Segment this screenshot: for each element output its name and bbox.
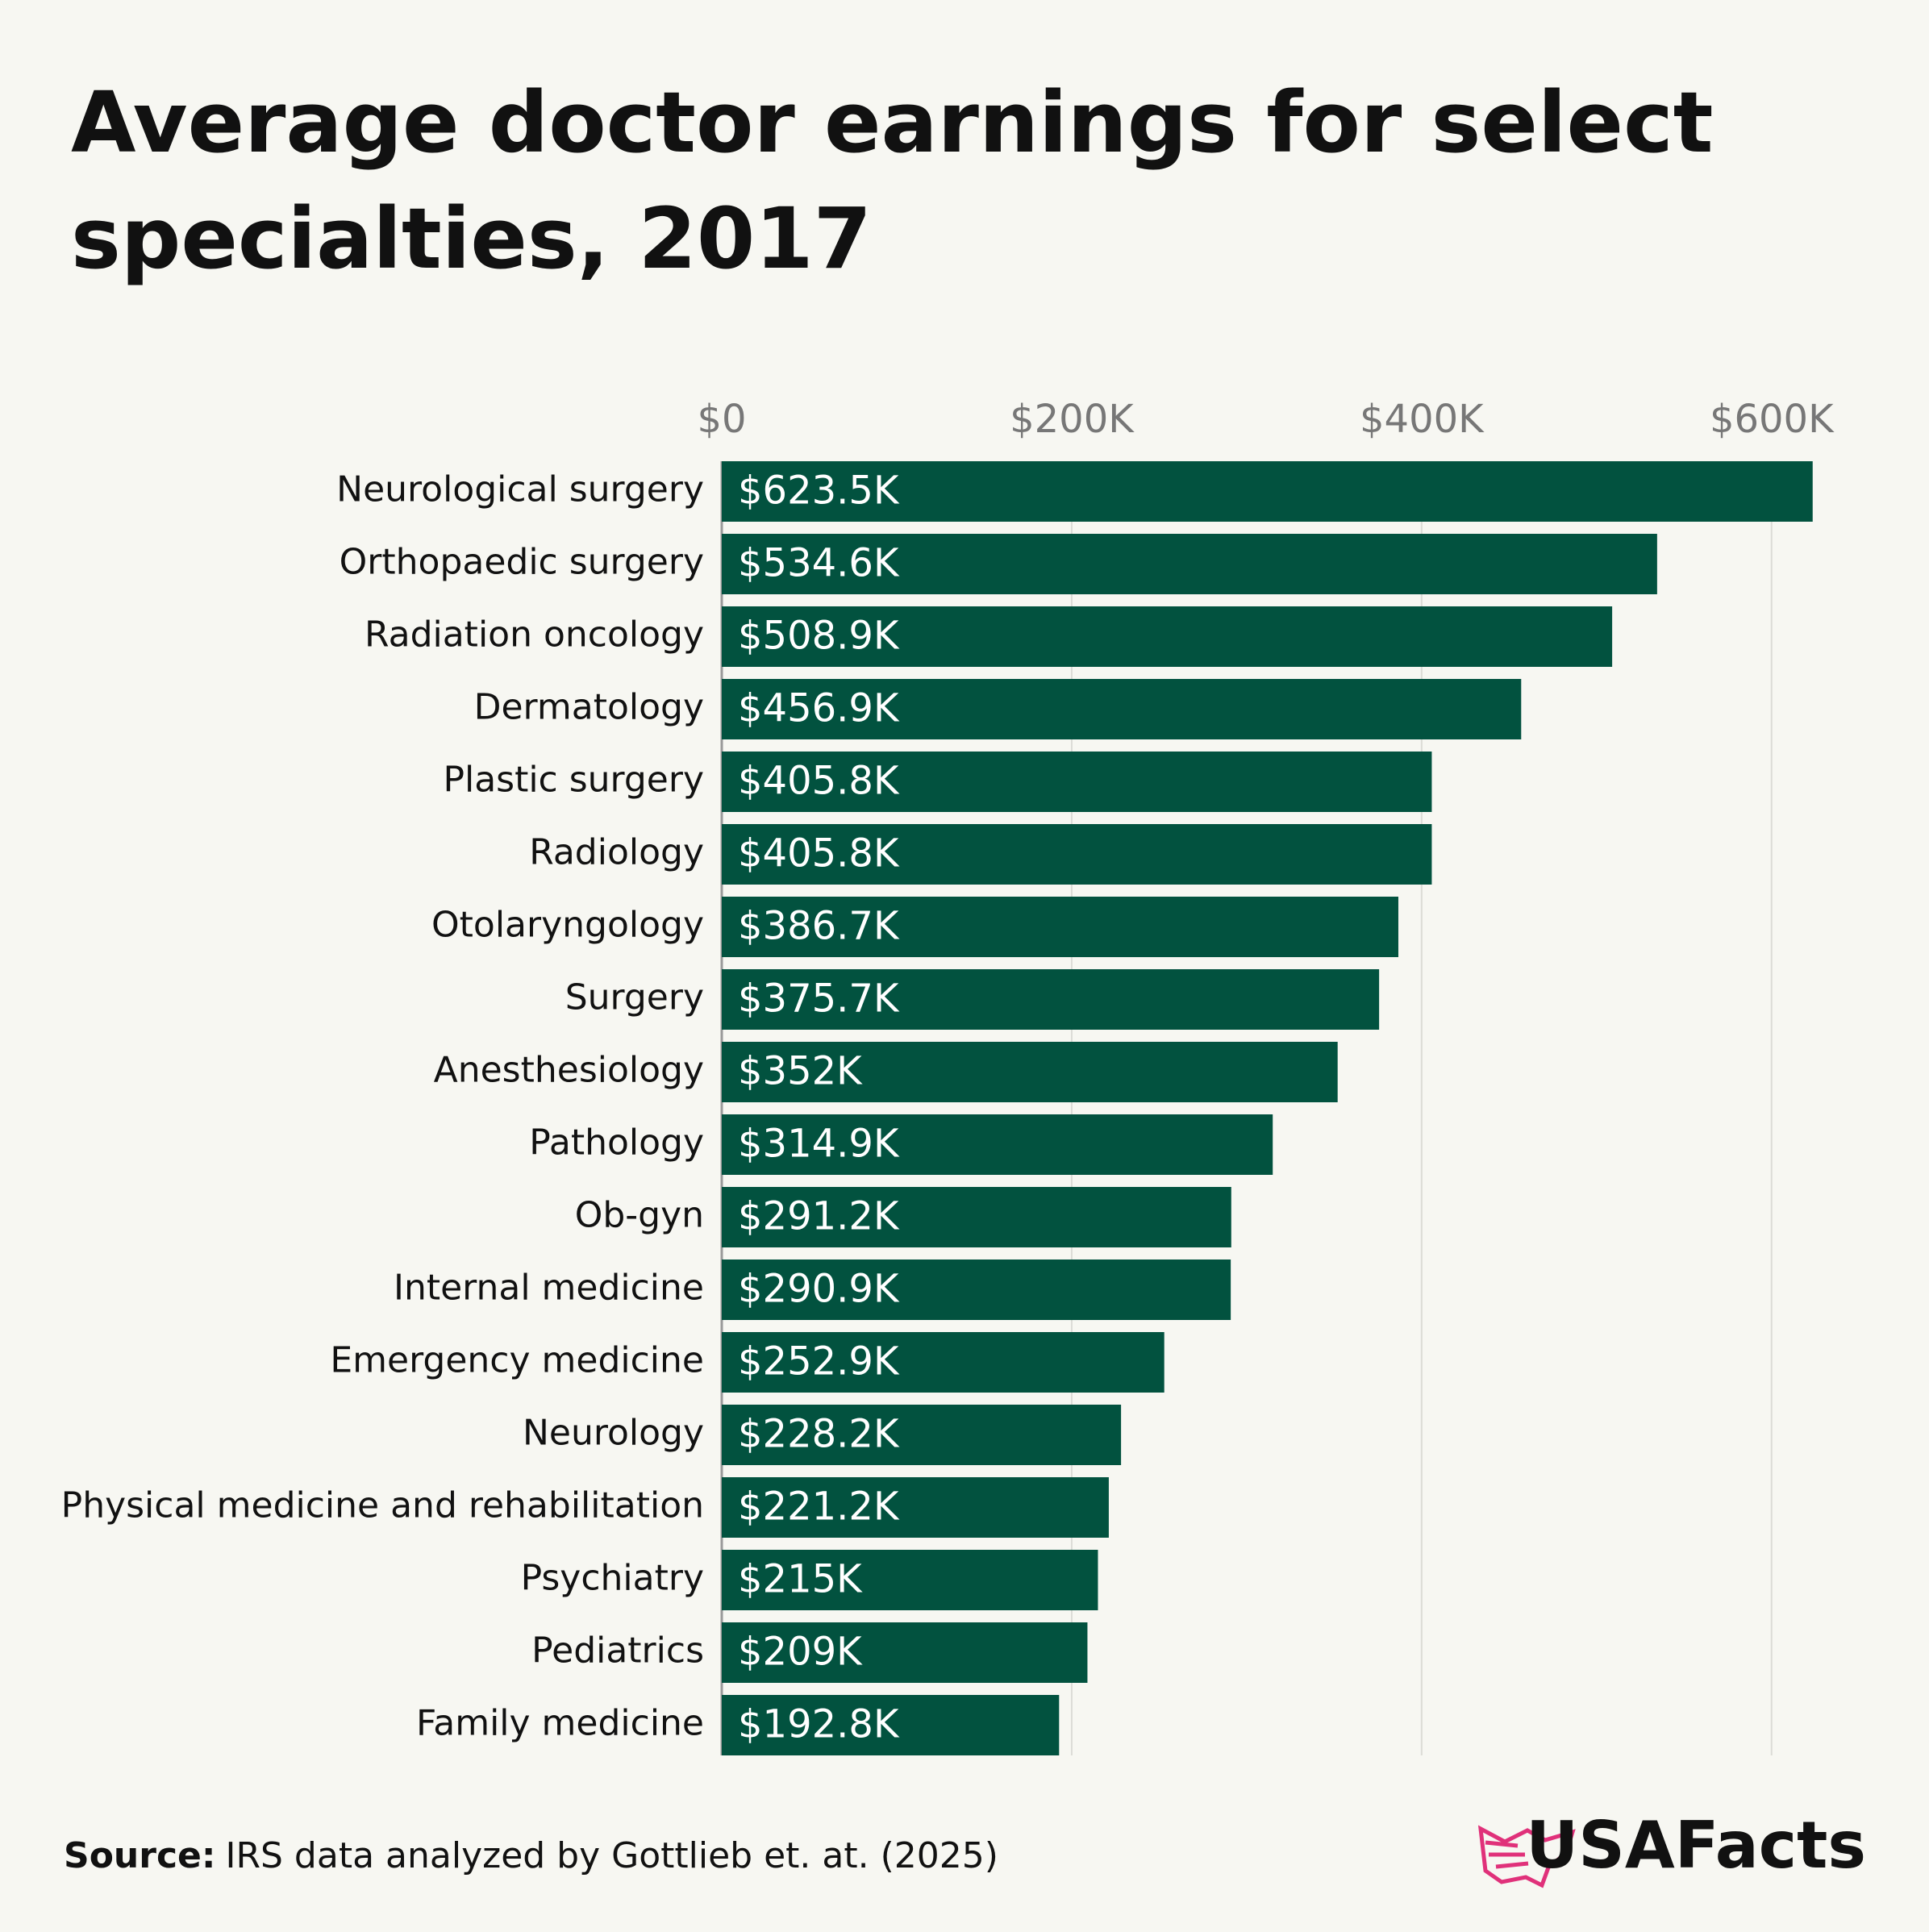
y-tick-label: Family medicine [416, 1703, 704, 1744]
source-text: IRS data analyzed by Gottlieb et. at. (2… [225, 1835, 998, 1876]
value-label: $314.9K [738, 1122, 900, 1167]
value-label: $228.2K [738, 1412, 900, 1457]
y-tick-label: Radiation oncology [365, 614, 704, 656]
bar [722, 1187, 1231, 1247]
bar [722, 969, 1380, 1030]
x-tick-label: $200K [1010, 397, 1135, 442]
bar [722, 752, 1432, 812]
value-label: $252.9K [738, 1339, 900, 1384]
value-label: $456.9K [738, 686, 900, 731]
bar [722, 824, 1432, 885]
chart-title: Average doctor earnings for select specia… [71, 73, 1713, 288]
y-tick-label: Ob-gyn [575, 1195, 704, 1236]
y-tick-label: Neurology [523, 1413, 704, 1454]
y-tick-label: Psychiatry [521, 1558, 704, 1599]
value-label: $534.6K [738, 541, 900, 586]
logo-stripes [1485, 1840, 1529, 1869]
value-label: $375.7K [738, 976, 900, 1022]
value-label: $386.7K [738, 904, 900, 949]
y-tick-label: Plastic surgery [443, 760, 704, 801]
bar [722, 1332, 1164, 1393]
bar [722, 1477, 1109, 1538]
source: Source: IRS data analyzed by Gottlieb et.… [64, 1835, 998, 1876]
bar [722, 461, 1813, 522]
x-tick-label: $400K [1360, 397, 1485, 442]
y-tick-label: Otolaryngology [431, 905, 704, 946]
y-tick-label: Anesthesiology [434, 1050, 704, 1091]
x-tick-label: $0 [697, 397, 746, 442]
value-label: $215K [738, 1557, 863, 1602]
y-tick-label: Neurological surgery [336, 469, 704, 510]
bar [722, 1550, 1098, 1610]
value-label: $221.2K [738, 1484, 900, 1530]
y-tick-label: Surgery [565, 977, 704, 1018]
brand: USAFacts [1526, 1808, 1866, 1883]
title-line: specialties, 2017 [71, 189, 872, 288]
bar [722, 1260, 1231, 1320]
y-tick-label: Pathology [529, 1122, 704, 1164]
x-tick-label: $600K [1710, 397, 1835, 442]
value-label: $405.8K [738, 831, 900, 876]
value-label: $405.8K [738, 759, 900, 804]
logo-icon [1477, 1825, 1576, 1888]
y-tick-label: Orthopaedic surgery [340, 542, 704, 583]
y-tick-label: Internal medicine [394, 1268, 704, 1309]
bar [722, 1042, 1338, 1102]
y-tick-label: Emergency medicine [330, 1340, 704, 1381]
value-label: $192.8K [738, 1702, 900, 1747]
bar [722, 1405, 1122, 1465]
y-tick-label: Physical medicine and rehabilitation [61, 1485, 704, 1526]
value-label: $290.9K [738, 1267, 900, 1312]
value-label: $352K [738, 1049, 863, 1094]
title-line: Average doctor earnings for select [71, 73, 1713, 172]
bar [722, 1622, 1088, 1683]
y-tick-label: Radiology [529, 832, 704, 873]
y-tick-label: Dermatology [474, 687, 704, 728]
bar [722, 606, 1613, 667]
bar [722, 679, 1522, 739]
bar [722, 1695, 1060, 1755]
y-tick-label: Pediatrics [531, 1630, 704, 1672]
source-label: Source: [64, 1835, 215, 1876]
bar [722, 1114, 1273, 1175]
logo [1477, 1825, 1576, 1888]
bar [722, 897, 1398, 957]
value-label: $291.2K [738, 1194, 900, 1239]
value-label: $508.9K [738, 614, 900, 659]
value-label: $209K [738, 1630, 863, 1675]
value-label: $623.5K [738, 468, 900, 514]
bar [722, 534, 1657, 594]
